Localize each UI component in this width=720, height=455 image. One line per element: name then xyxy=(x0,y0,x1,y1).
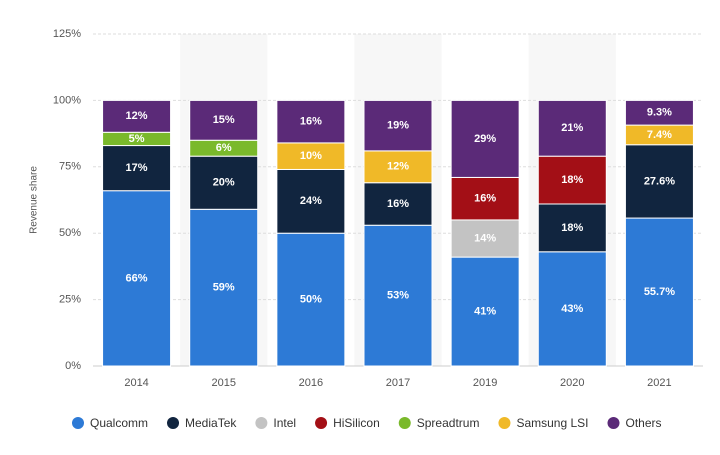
legend-label: Spreadtrum xyxy=(417,416,480,430)
value-label: 27.6% xyxy=(644,175,675,187)
value-label: 19% xyxy=(387,120,409,132)
bar-segment xyxy=(537,203,607,253)
value-label: 18% xyxy=(561,222,583,234)
value-label: 21% xyxy=(561,122,583,134)
legend-label: Intel xyxy=(273,416,296,430)
legend-label: Others xyxy=(626,416,662,430)
x-tick-label: 2014 xyxy=(124,377,148,389)
value-label: 53% xyxy=(387,290,409,302)
value-label: 55.7% xyxy=(644,286,675,298)
bar-segment xyxy=(189,99,259,141)
y-tick-label: 25% xyxy=(59,294,81,306)
y-tick-label: 75% xyxy=(59,161,81,173)
value-label: 18% xyxy=(561,174,583,186)
value-label: 5% xyxy=(129,133,145,145)
value-label: 14% xyxy=(474,232,496,244)
bar-segment xyxy=(102,145,172,192)
x-tick-label: 2017 xyxy=(386,377,410,389)
x-tick-label: 2020 xyxy=(560,377,584,389)
x-tick-label: 2019 xyxy=(473,377,497,389)
legend-marker xyxy=(167,417,180,429)
legend-label: MediaTek xyxy=(185,416,237,430)
y-tick-label: 125% xyxy=(53,28,81,40)
value-label: 43% xyxy=(561,303,583,315)
value-label: 16% xyxy=(300,116,322,128)
legend-label: Qualcomm xyxy=(90,416,148,430)
value-label: 6% xyxy=(216,142,232,154)
value-label: 12% xyxy=(387,161,409,173)
bar-segment xyxy=(363,99,433,152)
bar-segment xyxy=(276,99,346,144)
value-label: 24% xyxy=(300,195,322,207)
bar-segment xyxy=(276,142,346,170)
value-label: 16% xyxy=(387,198,409,210)
value-label: 29% xyxy=(474,133,496,145)
bar-segment xyxy=(189,155,259,210)
value-label: 10% xyxy=(300,150,322,162)
value-label: 7.4% xyxy=(647,129,672,141)
value-label: 20% xyxy=(213,177,235,189)
bar-segment xyxy=(363,150,433,184)
legend-marker xyxy=(72,417,84,429)
value-label: 41% xyxy=(474,305,496,317)
bar-segment xyxy=(537,99,607,157)
y-tick-label: 0% xyxy=(65,360,81,372)
y-tick-label: 100% xyxy=(53,94,81,106)
legend-label: HiSilicon xyxy=(333,416,380,430)
value-label: 59% xyxy=(213,282,235,294)
value-label: 9.3% xyxy=(647,107,672,119)
bar-segment xyxy=(537,251,607,367)
bar-segment xyxy=(450,176,520,221)
bar-segment xyxy=(189,208,259,367)
bar-segment xyxy=(276,168,346,234)
bar-segment xyxy=(102,99,172,133)
legend-marker xyxy=(607,417,620,429)
y-axis-label: Revenue share xyxy=(29,166,40,234)
legend-marker xyxy=(398,417,411,429)
bar-segment xyxy=(363,224,433,367)
value-label: 12% xyxy=(126,110,148,122)
bar-segment xyxy=(363,182,433,226)
legend-label: Samsung LSI xyxy=(516,416,588,430)
bar-segment xyxy=(102,190,172,367)
x-tick-label: 2016 xyxy=(299,377,323,389)
legend-marker xyxy=(315,417,328,429)
x-tick-label: 2021 xyxy=(647,377,671,389)
bar-segment xyxy=(624,99,694,126)
bar-segment xyxy=(537,155,607,205)
value-label: 16% xyxy=(474,193,496,205)
value-label: 15% xyxy=(213,114,235,126)
legend-marker xyxy=(498,417,511,429)
value-label: 17% xyxy=(126,162,148,174)
legend-marker xyxy=(255,417,268,429)
y-tick-label: 50% xyxy=(59,227,81,239)
value-label: 66% xyxy=(126,272,148,284)
x-tick-label: 2015 xyxy=(211,377,235,389)
bar-segment xyxy=(450,256,520,367)
value-label: 50% xyxy=(300,294,322,306)
bar-segment xyxy=(450,99,520,178)
bar-segment xyxy=(276,232,346,367)
